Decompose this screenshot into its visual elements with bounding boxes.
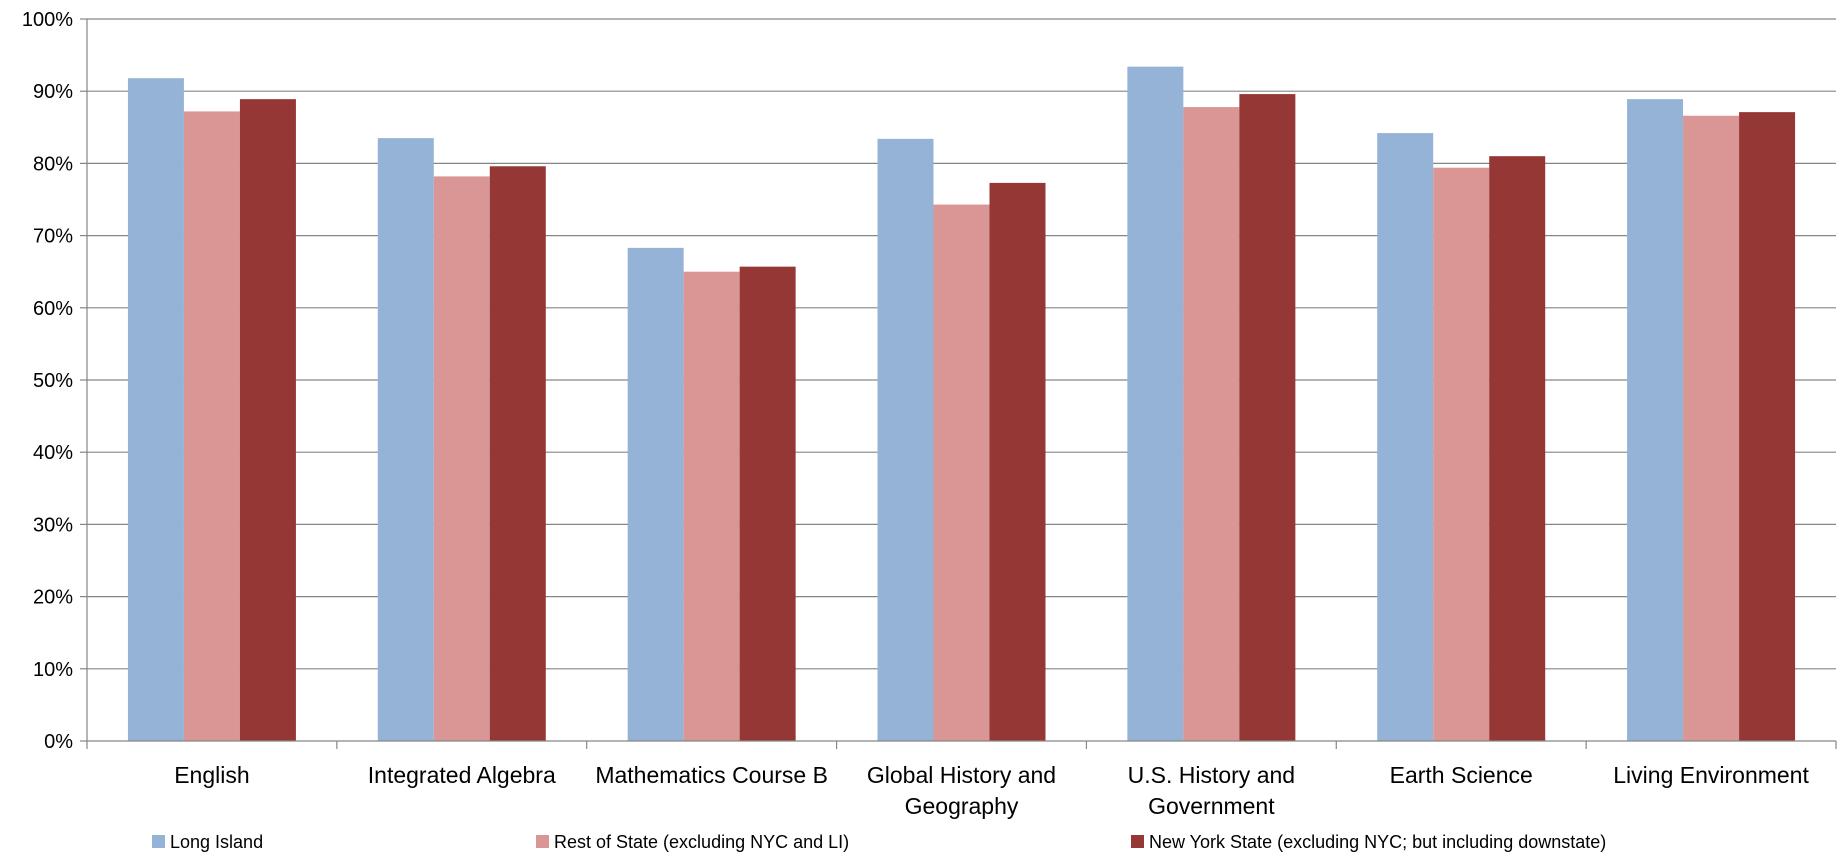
legend-swatch <box>1131 835 1144 848</box>
category-label: Global History and <box>867 762 1056 788</box>
y-tick-label: 10% <box>33 659 73 681</box>
y-tick-label: 80% <box>33 153 73 175</box>
bar <box>1627 99 1684 742</box>
bar <box>1683 115 1740 742</box>
bar <box>377 138 434 741</box>
y-tick-label: 30% <box>33 514 73 536</box>
category-label: Earth Science <box>1390 762 1533 788</box>
bar <box>739 266 796 741</box>
category-label: English <box>174 762 249 788</box>
bar <box>239 99 296 742</box>
legend-swatch <box>536 835 549 848</box>
bars <box>127 66 1796 742</box>
legend-label: Rest of State (excluding NYC and LI) <box>554 832 849 852</box>
bar <box>989 182 1046 742</box>
bar <box>1739 112 1796 741</box>
y-tick-label: 60% <box>33 298 73 320</box>
bar <box>627 247 684 741</box>
bar <box>1489 156 1546 741</box>
category-label: Geography <box>905 793 1019 819</box>
bar <box>183 111 240 741</box>
bar <box>433 176 490 741</box>
axes <box>80 18 1837 749</box>
category-label: Integrated Algebra <box>368 762 556 788</box>
bar <box>1377 133 1434 742</box>
y-tick-labels: 0% 10% 20% 30% 40% 50% 60% 70% 80% 90% 100% <box>22 9 73 753</box>
bar <box>1127 66 1184 742</box>
bar <box>489 166 546 742</box>
bar <box>127 78 184 742</box>
bar <box>1183 107 1240 742</box>
y-tick-label: 50% <box>33 370 73 392</box>
category-label: U.S. History and <box>1128 762 1295 788</box>
category-label: Living Environment <box>1613 762 1809 788</box>
legend-swatch <box>152 835 165 848</box>
bar <box>877 138 934 742</box>
y-tick-label: 20% <box>33 587 73 609</box>
legend-label: Long Island <box>170 832 263 852</box>
category-label: Mathematics Course B <box>595 762 828 788</box>
y-tick-label: 70% <box>33 226 73 248</box>
bar <box>933 204 990 741</box>
category-label: Government <box>1148 793 1275 819</box>
y-tick-label: 100% <box>22 9 73 31</box>
legend: Long Island Rest of State (excluding NYC … <box>152 832 1606 852</box>
y-tick-label: 40% <box>33 442 73 464</box>
legend-label: New York State (excluding NYC; but inclu… <box>1149 832 1606 852</box>
bar <box>1433 167 1490 741</box>
category-labels: English Integrated Algebra Mathematics Cou… <box>174 762 1809 819</box>
bar <box>683 271 740 741</box>
y-tick-label: 0% <box>44 731 73 753</box>
bar <box>1239 94 1296 741</box>
y-tick-label: 90% <box>33 81 73 103</box>
